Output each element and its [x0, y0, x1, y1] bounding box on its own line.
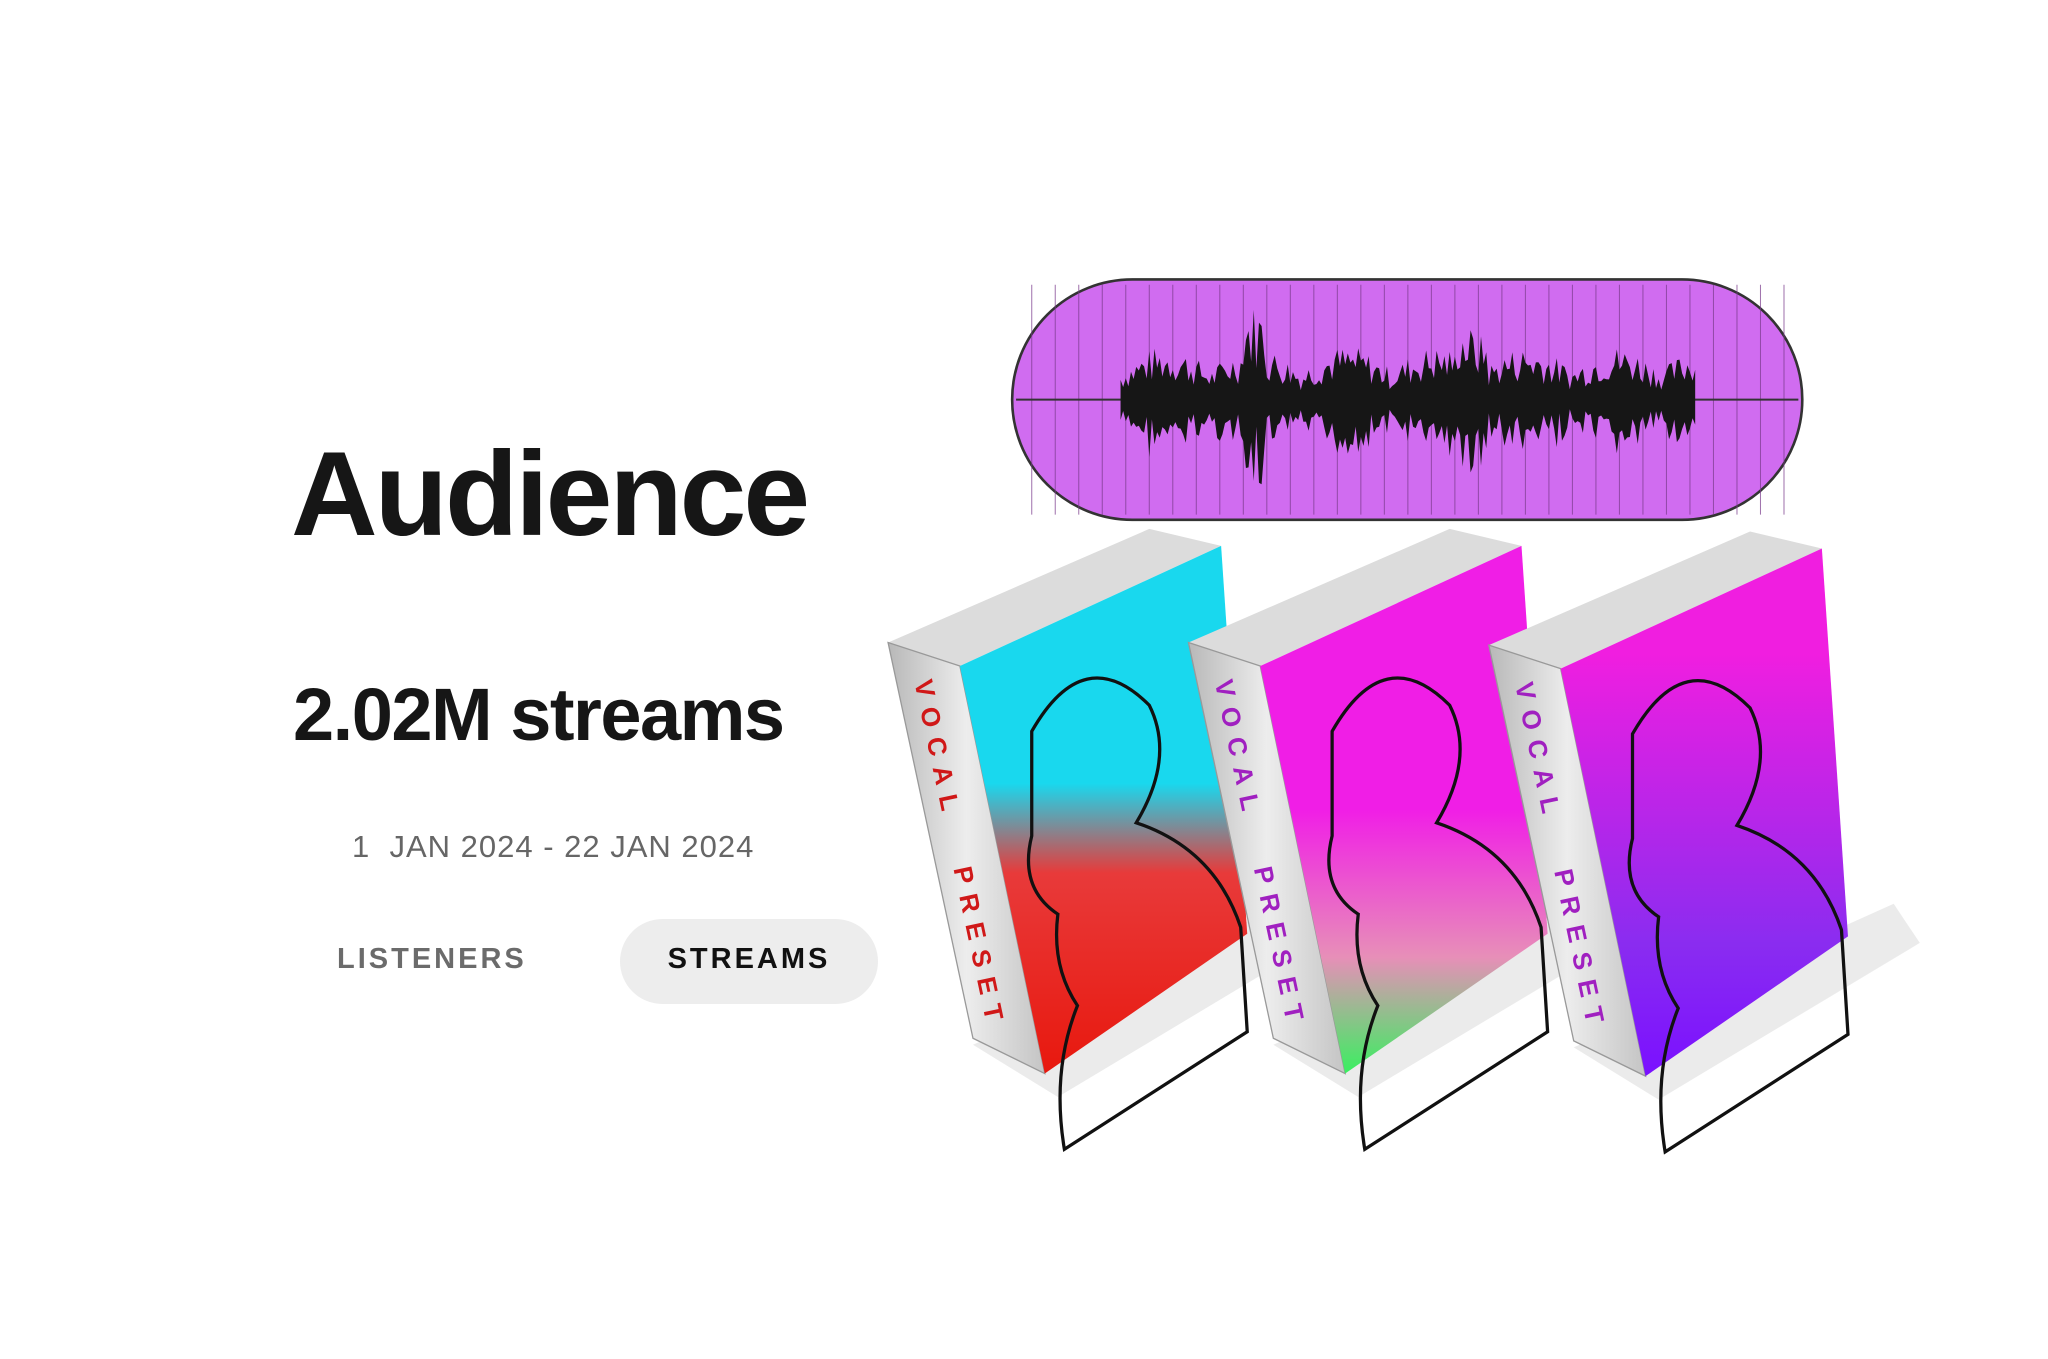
cover-figure: [1627, 679, 1850, 1155]
tab[interactable]: STREAMS: [667, 943, 831, 975]
cover-figure: [1327, 676, 1550, 1152]
box-top: [1488, 531, 1822, 669]
box-cover: [1560, 548, 1848, 1077]
cover-figure: [1026, 676, 1249, 1152]
waveform: [1120, 309, 1696, 485]
box-spine: [1487, 644, 1647, 1078]
box-top: [888, 528, 1222, 667]
box-top: [1188, 528, 1522, 667]
date-range: 1 JAN 2024 - 22 JAN 2024: [352, 829, 755, 864]
tab-active-bg[interactable]: [620, 919, 878, 1004]
title: Audience: [291, 427, 810, 561]
tab[interactable]: LISTENERS: [337, 943, 527, 975]
box-cover: [959, 545, 1248, 1074]
box-spine: [887, 641, 1046, 1075]
box-cover: [1260, 545, 1548, 1074]
metric: 2.02M streams: [293, 673, 785, 756]
